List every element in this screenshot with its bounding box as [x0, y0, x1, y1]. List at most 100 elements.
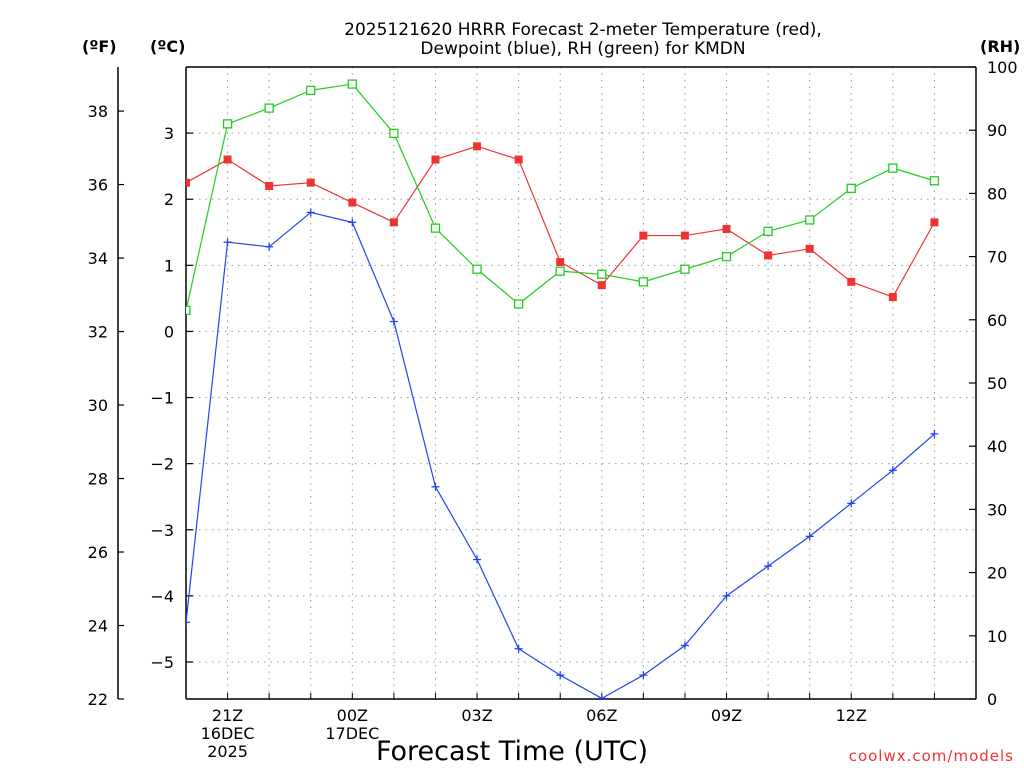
temperature-point: [680, 231, 689, 240]
dewpoint-point: [639, 671, 648, 680]
dewpoint-segment: [476, 559, 520, 650]
rh-point: [888, 163, 898, 173]
rh-point: [555, 266, 565, 276]
rh-point: [638, 277, 649, 287]
rh-segment: [726, 230, 769, 258]
rh-segment: [892, 167, 935, 182]
rh-tick-label: 30: [987, 500, 1007, 519]
temperature-point: [888, 293, 897, 302]
rh-segment: [435, 227, 478, 270]
fahrenheit-tick-label: 30: [88, 396, 108, 415]
dewpoint-segment: [393, 321, 437, 487]
temperature-segment: [518, 159, 561, 263]
rh-point: [680, 264, 690, 274]
celsius-tick-label: 1: [164, 256, 174, 275]
rh-point: [846, 183, 856, 193]
dewpoint-point: [805, 532, 814, 541]
celsius-tick-label: 2: [164, 190, 174, 209]
celsius-unit-label: (ºC): [150, 37, 185, 56]
dewpoint-point: [389, 317, 398, 326]
temperature-segment: [684, 228, 727, 237]
dewpoint-segment: [601, 674, 644, 699]
series-layer: [186, 79, 940, 699]
fahrenheit-tick-label: 24: [88, 617, 108, 636]
temperature-point: [556, 258, 565, 267]
temperature-segment: [726, 228, 769, 256]
temperature-point: [306, 178, 315, 187]
fahrenheit-tick-label: 22: [88, 690, 108, 709]
x-tick-label: 2025: [207, 742, 248, 761]
rh-point: [763, 226, 773, 236]
temperature-point: [639, 231, 648, 240]
temperature-point: [389, 218, 398, 227]
temperature-point: [473, 142, 482, 151]
rh-point: [805, 215, 815, 225]
temperature-point: [805, 244, 814, 253]
dewpoint-segment: [227, 241, 270, 248]
dewpoint-point: [431, 482, 440, 491]
temperature-point: [847, 277, 856, 286]
dewpoint-segment: [809, 502, 852, 537]
temperature-point: [597, 281, 606, 290]
rh-segment: [476, 268, 520, 305]
rh-segment: [601, 273, 644, 283]
dewpoint-segment: [518, 648, 561, 676]
temperature-point: [722, 224, 731, 233]
temperature-segment: [186, 159, 228, 184]
rh-point: [306, 85, 316, 96]
celsius-tick-label: 0: [164, 322, 174, 341]
temperature-segment: [393, 159, 436, 223]
rh-point: [222, 119, 233, 129]
rh-tick-label: 100: [987, 58, 1018, 77]
dewpoint-point: [680, 641, 689, 650]
fahrenheit-tick-label: 36: [88, 176, 108, 195]
dewpoint-segment: [643, 644, 686, 676]
temperature-segment: [227, 159, 270, 187]
temperature-segment: [809, 248, 852, 283]
dewpoint-point: [514, 644, 523, 653]
rh-segment: [809, 187, 852, 221]
temperature-point: [431, 155, 440, 164]
temperature-point: [348, 198, 357, 207]
rh-point: [186, 305, 191, 315]
rh-point: [513, 299, 524, 309]
rh-segment: [351, 83, 395, 134]
dewpoint-segment: [268, 211, 312, 248]
axes: 222426283032343638−5−4−3−2−1012301020304…: [88, 58, 1018, 761]
rh-segment: [268, 89, 311, 109]
dewpoint-point: [556, 671, 565, 680]
rh-tick-label: 80: [987, 184, 1007, 203]
dewpoint-segment: [726, 565, 769, 597]
chart-title-line2: Dewpoint (blue), RH (green) for KMDN: [420, 39, 745, 59]
temperature-point: [930, 218, 939, 227]
dewpoint-point: [348, 218, 357, 227]
celsius-tick-label: −2: [150, 455, 174, 474]
rh-point: [929, 176, 940, 186]
rh-tick-label: 50: [987, 374, 1007, 393]
dewpoint-segment: [850, 469, 894, 504]
rh-segment: [767, 219, 810, 232]
x-tick-label: 03Z: [461, 706, 492, 725]
celsius-tick-label: −1: [150, 389, 174, 408]
dewpoint-point: [223, 238, 232, 247]
rh-point: [597, 269, 607, 279]
temperature-point: [186, 178, 190, 187]
temperature-point: [223, 155, 232, 164]
x-tick-label: 17DEC: [325, 724, 379, 743]
rh-tick-label: 60: [987, 311, 1007, 330]
rh-tick-label: 0: [987, 690, 997, 709]
dewpoint-point: [473, 555, 482, 564]
fahrenheit-tick-label: 38: [88, 102, 108, 121]
x-tick-label: 06Z: [586, 706, 617, 725]
dewpoint-point: [888, 466, 897, 475]
dewpoint-point: [186, 618, 190, 627]
rh-segment: [851, 167, 894, 189]
dewpoint-segment: [767, 535, 811, 567]
rh-point: [264, 103, 274, 113]
dewpoint-segment: [892, 433, 935, 471]
rh-tick-label: 20: [987, 564, 1007, 583]
rh-point: [721, 251, 732, 262]
celsius-tick-label: 3: [164, 124, 174, 143]
fahrenheit-tick-label: 34: [88, 249, 108, 268]
